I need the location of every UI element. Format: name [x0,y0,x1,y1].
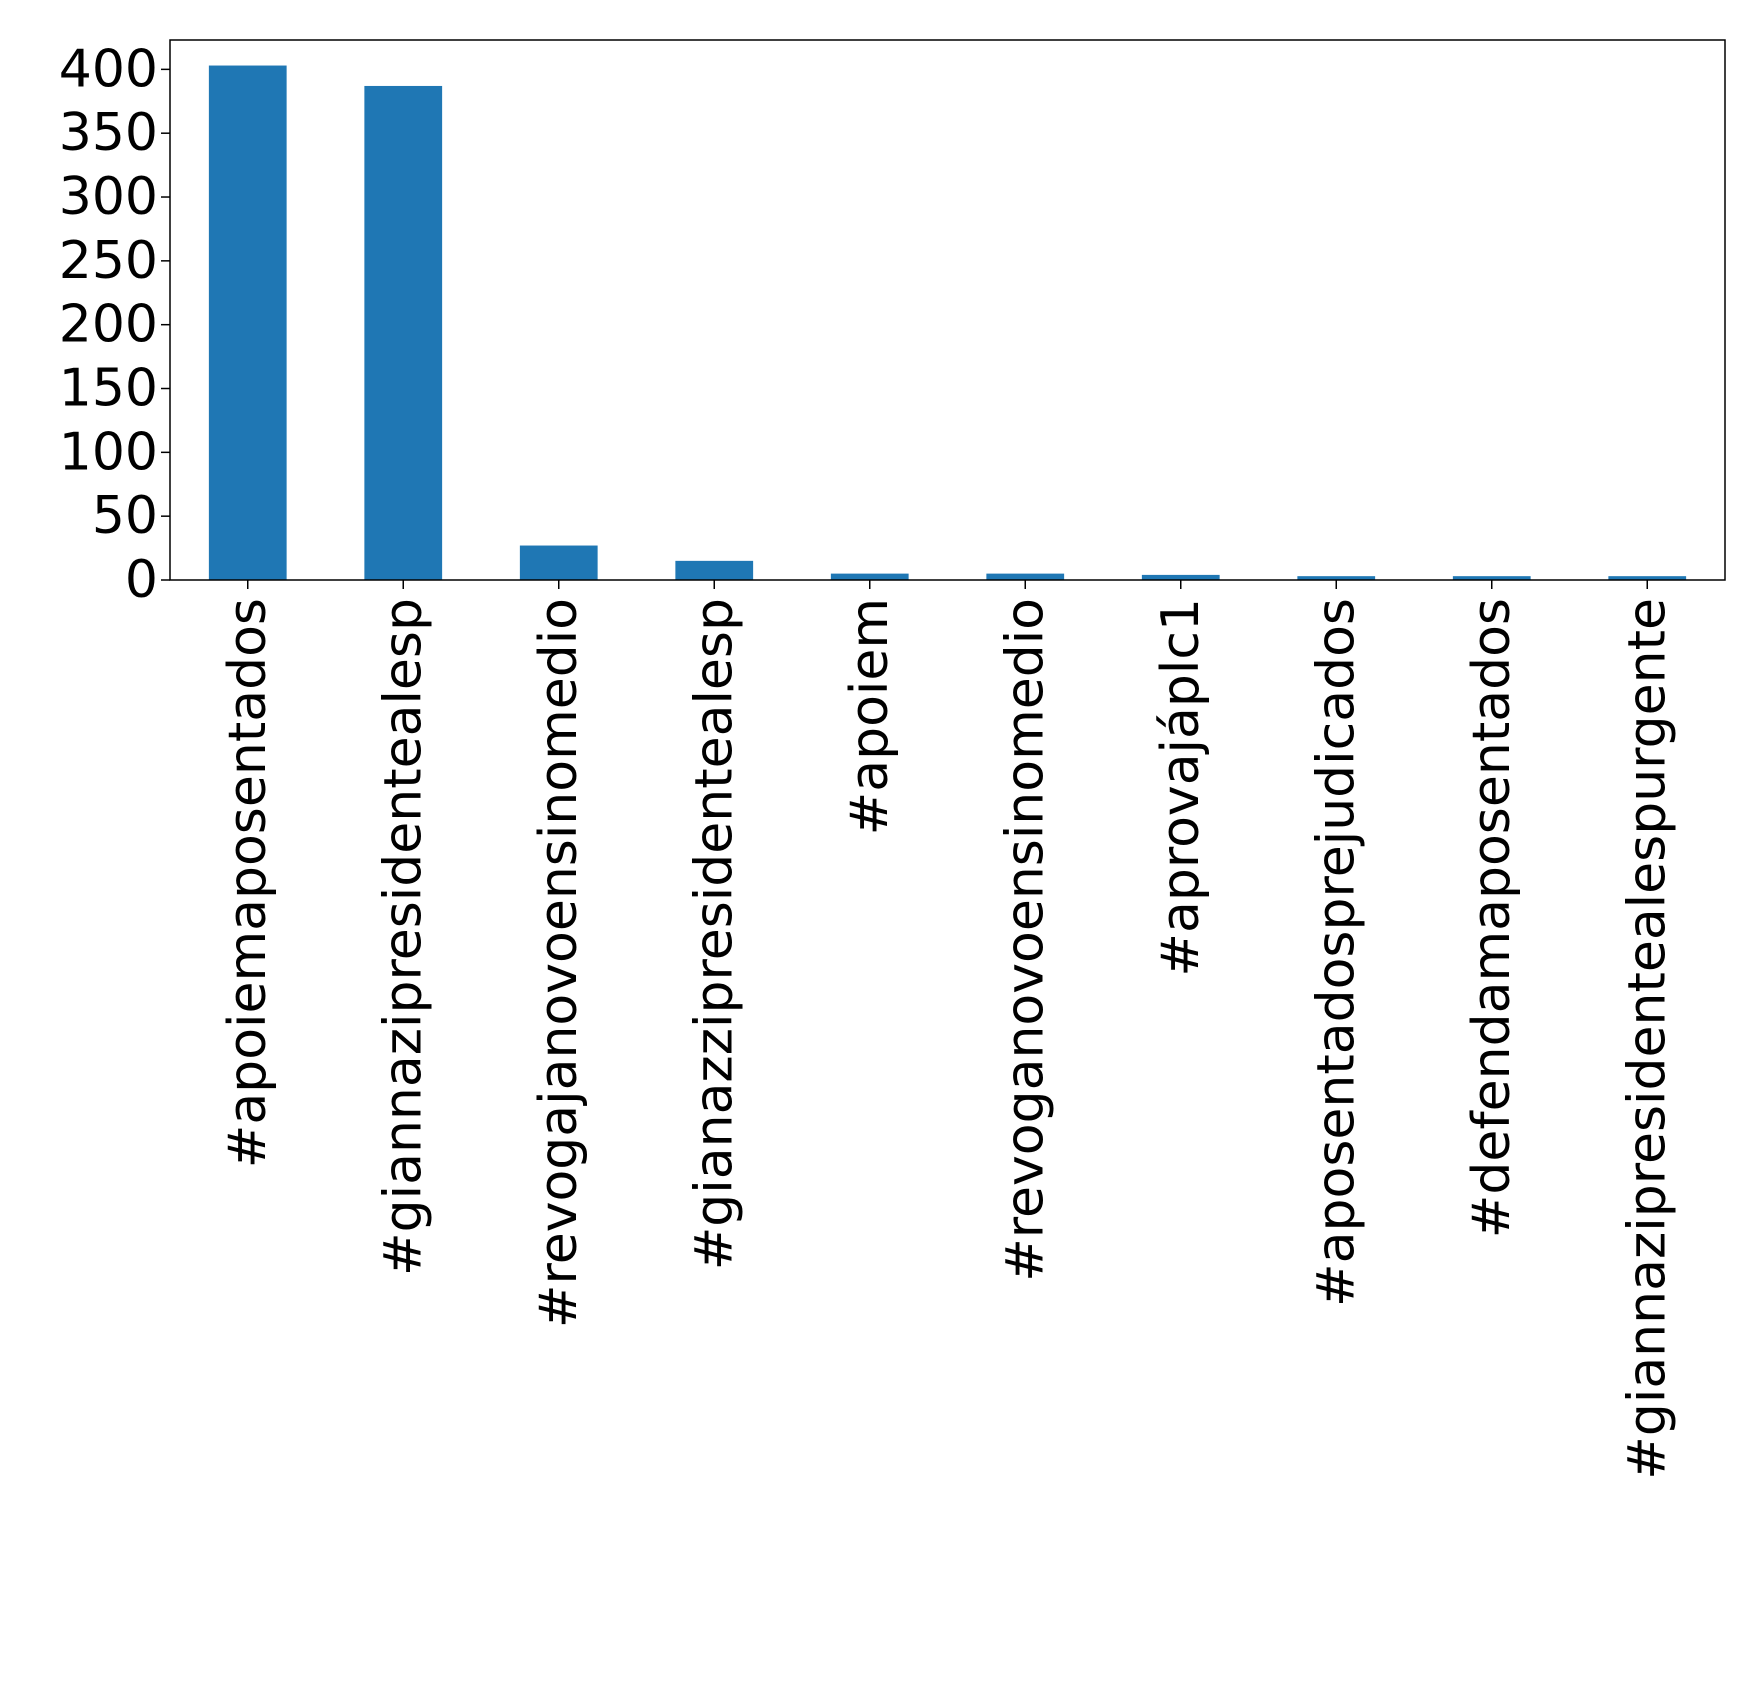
x-category-label: #gianazzipresidentealesp [684,598,744,1270]
y-tick-label: 100 [59,422,158,482]
x-axis-ticks: #apoiemaposentados #giannazipresidenteale… [218,580,1677,1480]
bar-5 [830,573,909,580]
x-category-label: #revogajanovoensinomedio [529,598,589,1328]
bar-7 [1141,574,1220,580]
bars-layer [208,65,1687,580]
y-tick-label: 250 [59,231,158,291]
x-category-label: #giannazipresidentealespurgente [1617,598,1677,1480]
y-tick-label: 200 [59,295,158,355]
bar-3 [519,545,598,580]
bar-9 [1452,576,1531,580]
bar-8 [1297,576,1376,580]
x-category-label: #defendamaposentados [1462,598,1522,1238]
bar-10 [1608,576,1687,580]
x-category-label: #revoganovoensinomedio [995,598,1055,1282]
y-tick-label: 400 [59,39,158,99]
y-tick-label: 150 [59,359,158,419]
y-tick-label: 0 [125,550,158,610]
y-tick-label: 300 [59,167,158,227]
x-category-label: #giannazipresidentealesp [373,598,433,1276]
plot-frame [169,39,1726,581]
bar-2 [364,85,443,580]
y-tick-label: 50 [92,486,158,546]
bar-6 [986,573,1065,580]
x-category-label: #aprovajáplc1 [1151,598,1211,977]
bar-4 [675,560,754,580]
x-category-label: #apoiemaposentados [218,598,278,1168]
bar-1 [208,65,287,580]
x-category-label: #apoiem [840,598,900,835]
x-category-label: #aposentadosprejudicados [1306,598,1366,1307]
y-tick-label: 350 [59,103,158,163]
